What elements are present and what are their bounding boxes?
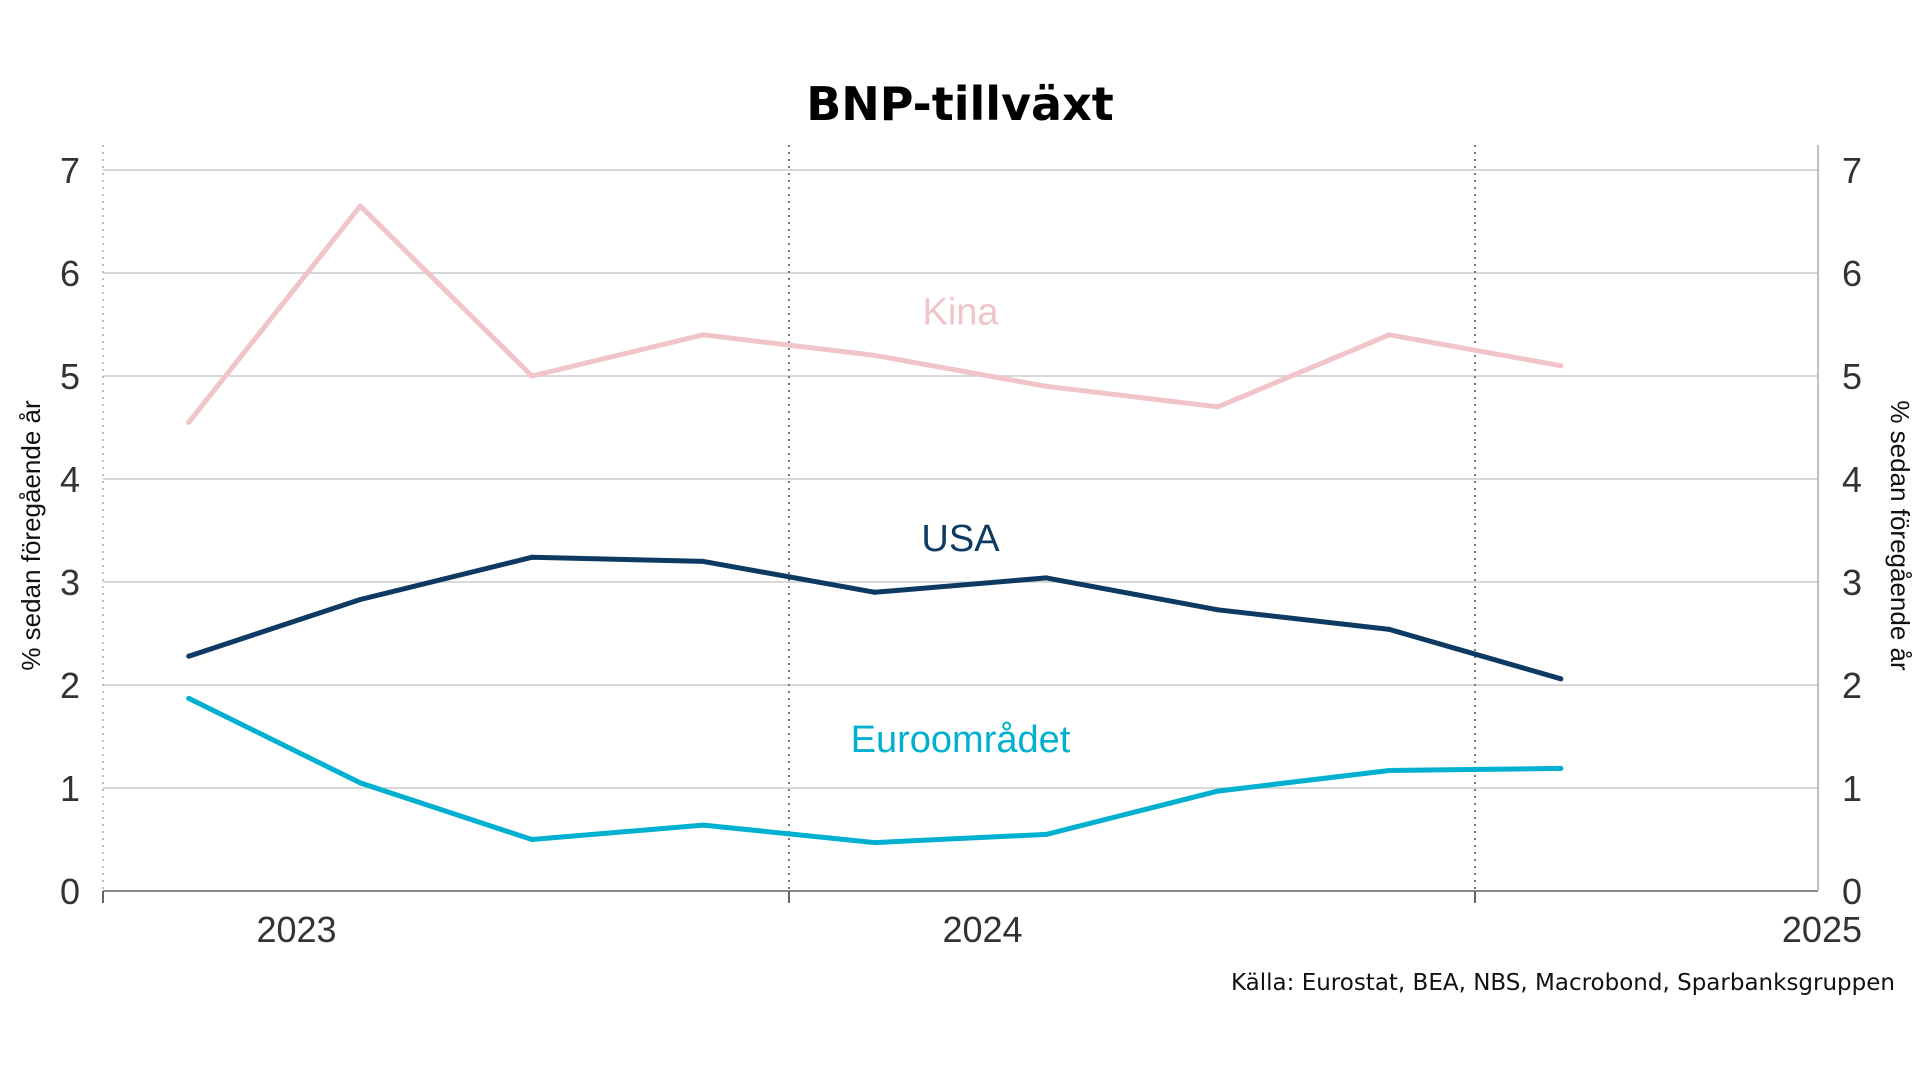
point-euroomr-det-0 bbox=[186, 695, 192, 701]
point-kina-8 bbox=[1558, 363, 1564, 369]
point-kina-5 bbox=[1043, 383, 1049, 389]
point-usa-1 bbox=[357, 597, 363, 603]
point-kina-4 bbox=[872, 352, 878, 358]
year-boundaries bbox=[788, 145, 1476, 891]
y-tick-left-5: 5 bbox=[60, 356, 80, 397]
point-kina-2 bbox=[529, 373, 535, 379]
point-usa-2 bbox=[529, 554, 535, 560]
point-euroomr-det-3 bbox=[700, 822, 706, 828]
y-tick-right-3: 3 bbox=[1842, 562, 1862, 603]
x-tick-label-2025: 2025 bbox=[1782, 909, 1862, 950]
y-tick-left-0: 0 bbox=[60, 871, 80, 912]
series-label-usa: USA bbox=[921, 518, 1000, 560]
y-tick-left-4: 4 bbox=[60, 459, 80, 500]
point-usa-0 bbox=[186, 653, 192, 659]
point-euroomr-det-7 bbox=[1386, 767, 1392, 773]
series-lines bbox=[186, 203, 1564, 846]
point-usa-7 bbox=[1386, 626, 1392, 632]
y-tick-right-0: 0 bbox=[1842, 871, 1862, 912]
y-tick-right-1: 1 bbox=[1842, 768, 1862, 809]
x-ticks: 2023 2024 2025 bbox=[256, 909, 1862, 950]
y-axis-label-left: % sedan föregående år bbox=[16, 400, 46, 671]
series-label-kina: Kina bbox=[922, 292, 999, 334]
point-kina-3 bbox=[700, 332, 706, 338]
point-usa-4 bbox=[872, 589, 878, 595]
y-tick-right-4: 4 bbox=[1842, 459, 1862, 500]
point-euroomr-det-2 bbox=[529, 837, 535, 842]
point-euroomr-det-1 bbox=[357, 780, 363, 786]
grid bbox=[103, 169, 1818, 789]
y-tick-right-6: 6 bbox=[1842, 253, 1862, 294]
point-usa-8 bbox=[1558, 676, 1564, 682]
point-kina-6 bbox=[1215, 404, 1221, 410]
source-note: Källa: Eurostat, BEA, NBS, Macrobond, Sp… bbox=[1231, 970, 1895, 996]
y-tick-left-1: 1 bbox=[60, 768, 80, 809]
point-kina-1 bbox=[357, 203, 363, 209]
point-euroomr-det-6 bbox=[1215, 788, 1221, 794]
y-tick-right-2: 2 bbox=[1842, 665, 1862, 706]
y-ticks: 0 0 1 1 2 2 3 3 4 4 5 5 6 6 7 7 bbox=[60, 150, 1862, 912]
chart-title: BNP-tillväxt bbox=[806, 77, 1114, 131]
y-axis-label-right: % sedan föregående år bbox=[1885, 400, 1915, 671]
point-kina-0 bbox=[186, 419, 192, 425]
axes bbox=[102, 145, 1819, 903]
y-tick-right-7: 7 bbox=[1842, 150, 1862, 191]
x-tick-label-2023: 2023 bbox=[256, 909, 336, 950]
series-line-kina bbox=[186, 203, 1564, 425]
y-tick-left-3: 3 bbox=[60, 562, 80, 603]
point-kina-7 bbox=[1386, 332, 1392, 338]
series-label-euroomr-det: Euroområdet bbox=[851, 719, 1071, 761]
point-usa-6 bbox=[1215, 607, 1221, 613]
y-tick-right-5: 5 bbox=[1842, 356, 1862, 397]
point-euroomr-det-8 bbox=[1558, 765, 1564, 771]
y-tick-left-6: 6 bbox=[60, 253, 80, 294]
point-euroomr-det-5 bbox=[1043, 831, 1049, 837]
point-usa-3 bbox=[700, 558, 706, 564]
point-euroomr-det-4 bbox=[872, 840, 878, 846]
series-labels: Kina USA Euroområdet bbox=[851, 292, 1071, 761]
x-tick-label-2024: 2024 bbox=[942, 909, 1022, 950]
series-line-usa bbox=[186, 554, 1564, 682]
point-usa-5 bbox=[1043, 575, 1049, 581]
y-tick-left-2: 2 bbox=[60, 665, 80, 706]
y-tick-left-7: 7 bbox=[60, 150, 80, 191]
